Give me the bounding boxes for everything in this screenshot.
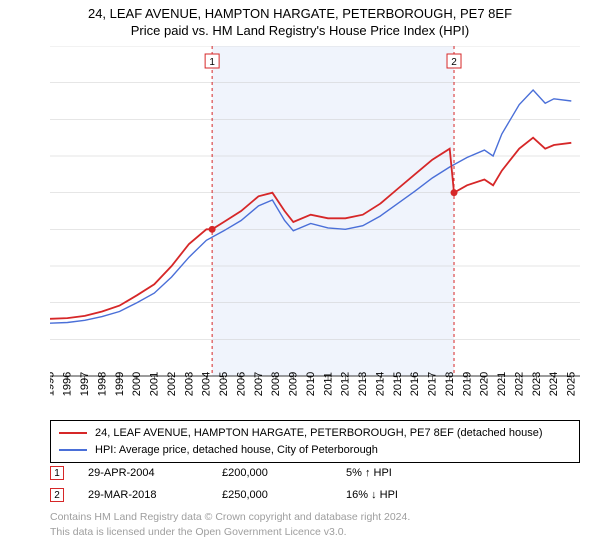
event-delta-1: 5% ↑ HPI <box>346 467 392 479</box>
legend-row-hpi: HPI: Average price, detached house, City… <box>59 442 571 459</box>
svg-text:1: 1 <box>209 57 215 68</box>
svg-text:2018: 2018 <box>444 372 456 396</box>
svg-text:2009: 2009 <box>288 372 300 396</box>
svg-text:2005: 2005 <box>218 372 230 396</box>
svg-text:2000: 2000 <box>131 372 143 396</box>
svg-text:2012: 2012 <box>340 372 352 396</box>
svg-text:2024: 2024 <box>548 372 560 396</box>
svg-text:2017: 2017 <box>427 372 439 396</box>
svg-text:1996: 1996 <box>62 372 74 396</box>
event-date-2: 29-MAR-2018 <box>88 489 198 501</box>
svg-text:1995: 1995 <box>50 372 56 396</box>
svg-text:2014: 2014 <box>374 372 386 396</box>
chart-svg: £0£50K£100K£150K£200K£250K£300K£350K£400… <box>50 46 580 406</box>
svg-text:2016: 2016 <box>409 372 421 396</box>
svg-text:2021: 2021 <box>496 372 508 396</box>
svg-text:2020: 2020 <box>479 372 491 396</box>
chart-title-block: 24, LEAF AVENUE, HAMPTON HARGATE, PETERB… <box>0 0 600 38</box>
event-marker-2-num: 2 <box>54 490 60 501</box>
event-table: 1 29-APR-2004 £200,000 5% ↑ HPI 2 29-MAR… <box>50 462 580 506</box>
svg-text:2002: 2002 <box>166 372 178 396</box>
svg-text:2013: 2013 <box>357 372 369 396</box>
svg-text:2007: 2007 <box>253 372 265 396</box>
chart-area: £0£50K£100K£150K£200K£250K£300K£350K£400… <box>50 46 580 406</box>
svg-text:2008: 2008 <box>270 372 282 396</box>
event-date-1: 29-APR-2004 <box>88 467 198 479</box>
svg-text:2023: 2023 <box>531 372 543 396</box>
svg-text:2015: 2015 <box>392 372 404 396</box>
event-delta-2: 16% ↓ HPI <box>346 489 398 501</box>
chart-title-line1: 24, LEAF AVENUE, HAMPTON HARGATE, PETERB… <box>0 6 600 21</box>
svg-text:2001: 2001 <box>149 372 161 396</box>
svg-text:2010: 2010 <box>305 372 317 396</box>
legend-swatch-property <box>59 432 87 434</box>
event-marker-1: 1 <box>50 466 64 480</box>
event-marker-1-num: 1 <box>54 468 60 479</box>
footnote: Contains HM Land Registry data © Crown c… <box>50 510 580 539</box>
legend-row-property: 24, LEAF AVENUE, HAMPTON HARGATE, PETERB… <box>59 425 571 442</box>
svg-text:1999: 1999 <box>114 372 126 396</box>
svg-text:2006: 2006 <box>235 372 247 396</box>
footnote-line2: This data is licensed under the Open Gov… <box>50 525 580 540</box>
legend: 24, LEAF AVENUE, HAMPTON HARGATE, PETERB… <box>50 420 580 463</box>
event-price-1: £200,000 <box>222 467 322 479</box>
chart-title-line2: Price paid vs. HM Land Registry's House … <box>0 23 600 38</box>
legend-label-property: 24, LEAF AVENUE, HAMPTON HARGATE, PETERB… <box>95 425 542 442</box>
footnote-line1: Contains HM Land Registry data © Crown c… <box>50 510 580 525</box>
svg-text:2025: 2025 <box>566 372 578 396</box>
legend-label-hpi: HPI: Average price, detached house, City… <box>95 442 378 459</box>
event-marker-2: 2 <box>50 488 64 502</box>
event-row-2: 2 29-MAR-2018 £250,000 16% ↓ HPI <box>50 484 580 506</box>
svg-text:2022: 2022 <box>513 372 525 396</box>
svg-text:2: 2 <box>451 57 457 68</box>
event-row-1: 1 29-APR-2004 £200,000 5% ↑ HPI <box>50 462 580 484</box>
svg-text:2019: 2019 <box>461 372 473 396</box>
svg-text:2003: 2003 <box>183 372 195 396</box>
svg-text:1997: 1997 <box>79 372 91 396</box>
legend-swatch-hpi <box>59 449 87 451</box>
svg-text:1998: 1998 <box>96 372 108 396</box>
svg-text:2004: 2004 <box>201 372 213 396</box>
event-price-2: £250,000 <box>222 489 322 501</box>
